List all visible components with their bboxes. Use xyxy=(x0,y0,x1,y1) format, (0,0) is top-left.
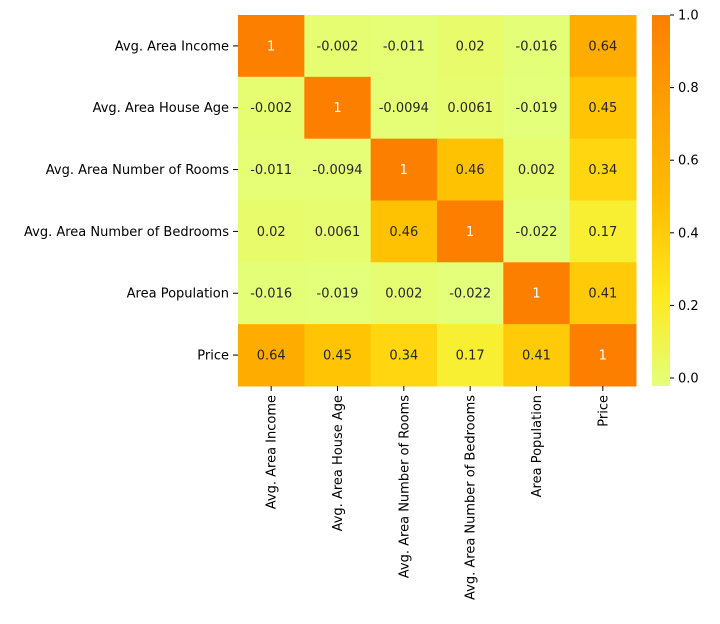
cell-value-label: 1 xyxy=(400,163,408,178)
heatmap-cell xyxy=(436,138,504,201)
x-tick-label: Avg. Area Number of Bedrooms xyxy=(464,395,479,600)
cell-value-label: 0.0061 xyxy=(315,225,361,240)
heatmap-cell xyxy=(569,76,637,140)
cell-value-label: 0.46 xyxy=(389,225,418,240)
heatmap-cell xyxy=(503,138,571,201)
colorbar xyxy=(652,15,670,386)
heatmap-cell xyxy=(238,138,305,201)
heatmap-cell xyxy=(569,324,637,387)
heatmap-cell xyxy=(436,200,504,263)
cell-value-label: -0.002 xyxy=(250,101,292,116)
heatmap-cell xyxy=(370,15,438,78)
cell-value-label: -0.0094 xyxy=(379,101,429,116)
cell-value-label: -0.019 xyxy=(516,101,558,116)
colorbar-tick-label: 0.0 xyxy=(678,372,699,387)
y-tick-label: Price xyxy=(197,349,229,364)
cell-value-label: 0.64 xyxy=(257,349,286,364)
heatmap-cell xyxy=(304,200,372,263)
cell-value-label: -0.022 xyxy=(449,287,491,302)
cell-value-label: -0.022 xyxy=(516,225,558,240)
heatmap-cell xyxy=(569,262,637,325)
cell-value-label: 0.0061 xyxy=(447,101,493,116)
heatmap-cell xyxy=(436,15,504,78)
heatmap-cell xyxy=(304,324,372,387)
heatmap-cell xyxy=(503,324,571,387)
heatmap-cell xyxy=(304,262,372,325)
x-tick-label: Area Population xyxy=(530,395,545,497)
cell-value-label: 0.41 xyxy=(522,349,551,364)
cell-value-label: 1 xyxy=(466,225,474,240)
x-tick-label: Avg. Area Number of Rooms xyxy=(397,395,412,578)
heatmap-cell xyxy=(569,138,637,201)
heatmap-cell xyxy=(370,262,438,325)
cell-value-label: -0.019 xyxy=(317,287,359,302)
heatmap-cell xyxy=(503,76,571,140)
heatmap-cell xyxy=(503,200,571,263)
cell-value-label: 0.34 xyxy=(588,163,617,178)
heatmap-cell xyxy=(238,76,305,140)
x-tick-label: Avg. Area House Age xyxy=(331,395,346,531)
heatmap-cell xyxy=(503,15,571,78)
cell-value-label: 0.17 xyxy=(588,225,617,240)
colorbar-tick-label: 0.6 xyxy=(678,154,699,169)
heatmap-cell xyxy=(503,262,571,325)
heatmap-cell xyxy=(304,15,372,78)
heatmap-cell xyxy=(238,200,305,263)
cell-value-label: 0.02 xyxy=(456,39,485,54)
y-tick-label: Avg. Area Number of Bedrooms xyxy=(24,225,229,240)
y-tick-label: Avg. Area House Age xyxy=(93,101,229,116)
cell-value-label: 0.17 xyxy=(456,349,485,364)
colorbar-tick-label: 1.0 xyxy=(678,9,699,24)
cell-value-label: 0.64 xyxy=(588,39,617,54)
cell-value-label: -0.016 xyxy=(250,287,292,302)
cell-value-label: -0.016 xyxy=(516,39,558,54)
cell-value-label: 0.46 xyxy=(456,163,485,178)
heatmap-cell xyxy=(370,200,438,263)
heatmap-cell xyxy=(238,324,305,387)
cell-value-label: 0.34 xyxy=(389,349,418,364)
heatmap-cell xyxy=(569,15,637,78)
cell-value-label: 0.002 xyxy=(385,287,422,302)
colorbar-tick-label: 0.8 xyxy=(678,81,699,96)
heatmap-cell xyxy=(370,76,438,140)
cell-value-label: 1 xyxy=(599,349,607,364)
colorbar-tick-label: 0.2 xyxy=(678,299,699,314)
heatmap-cell xyxy=(304,138,372,201)
cell-value-label: 0.002 xyxy=(518,163,555,178)
y-tick-label: Avg. Area Number of Rooms xyxy=(46,163,229,178)
heatmap-cell xyxy=(436,262,504,325)
cell-value-label: 0.02 xyxy=(257,225,286,240)
x-tick-label: Avg. Area Income xyxy=(265,395,280,509)
heatmap-cell xyxy=(370,138,438,201)
cell-value-label: 1 xyxy=(267,39,275,54)
cell-value-label: -0.0094 xyxy=(312,163,362,178)
cell-value-label: 1 xyxy=(333,101,341,116)
cell-value-label: 0.45 xyxy=(323,349,352,364)
x-tick-label: Price xyxy=(596,395,611,427)
cell-value-label: -0.002 xyxy=(317,39,359,54)
y-tick-label: Area Population xyxy=(127,287,229,302)
heatmap-cell xyxy=(569,200,637,263)
heatmap-cell xyxy=(238,262,305,325)
y-tick-label: Avg. Area Income xyxy=(115,39,229,54)
heatmap-cell xyxy=(370,324,438,387)
cell-value-label: 1 xyxy=(532,287,540,302)
cell-value-label: 0.41 xyxy=(588,287,617,302)
heatmap-cell xyxy=(304,76,372,140)
cell-value-label: -0.011 xyxy=(250,163,292,178)
heatmap-cell xyxy=(436,324,504,387)
heatmap-cell xyxy=(436,76,504,140)
cell-value-label: -0.011 xyxy=(383,39,425,54)
heatmap-cell xyxy=(238,15,305,78)
cell-value-label: 0.45 xyxy=(588,101,617,116)
colorbar-tick-label: 0.4 xyxy=(678,226,699,241)
